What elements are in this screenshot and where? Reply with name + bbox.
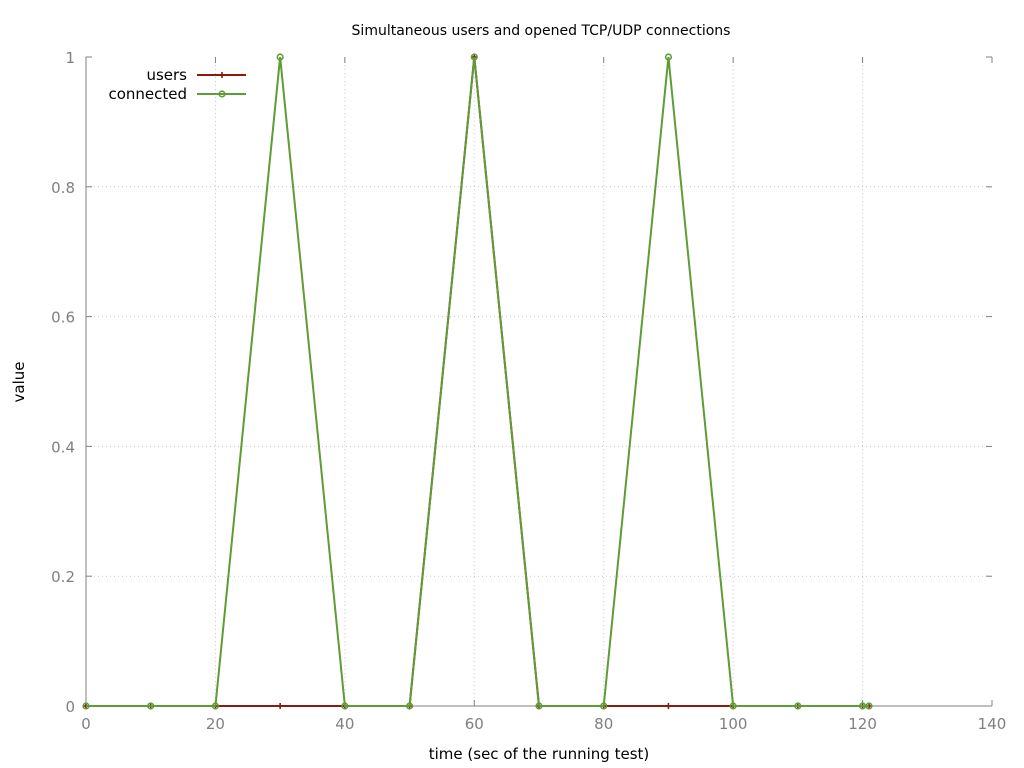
x-axis-ticks: 0 20 40 60 80 100 120 140	[81, 57, 1006, 733]
series-users	[83, 54, 873, 709]
y-tick-label: 0.8	[51, 179, 75, 197]
x-tick-label: 120	[848, 715, 877, 733]
legend-marker	[218, 90, 226, 98]
y-axis-label: value	[10, 362, 28, 403]
y-tick-label: 0.6	[51, 309, 75, 327]
data-point-connected	[147, 702, 155, 710]
data-point-connected	[276, 53, 284, 61]
x-tick-label: 0	[81, 715, 91, 733]
data-point-connected	[858, 702, 867, 710]
series-layer	[82, 53, 873, 710]
data-point-connected	[341, 702, 349, 710]
data-point-connected	[729, 702, 737, 710]
grid	[86, 57, 992, 706]
x-tick-label: 100	[719, 715, 748, 733]
data-point-connected	[211, 702, 220, 710]
y-tick-label: 0	[65, 698, 75, 716]
series-connected	[82, 53, 873, 710]
data-point-connected	[405, 702, 414, 710]
legend-label: connected	[108, 85, 187, 103]
y-axis-ticks: 0 0.2 0.4 0.6 0.8 1	[51, 49, 992, 716]
data-point-connected	[664, 53, 673, 61]
data-point-connected	[82, 702, 90, 710]
x-tick-label: 140	[978, 715, 1007, 733]
data-point-connected	[865, 702, 873, 710]
series-line-users	[86, 56, 870, 707]
y-tick-label: 1	[65, 49, 75, 67]
x-axis-label: time (sec of the running test)	[429, 745, 650, 763]
series-line-connected	[86, 56, 870, 707]
x-tick-label: 60	[465, 715, 484, 733]
legend-item-connected: connected	[108, 85, 246, 103]
x-tick-label: 80	[594, 715, 613, 733]
legend-item-users: users	[146, 66, 246, 84]
data-point-connected	[600, 702, 608, 710]
y-tick-label: 0.2	[51, 568, 75, 586]
chart-title: Simultaneous users and opened TCP/UDP co…	[352, 23, 731, 39]
x-tick-label: 20	[206, 715, 225, 733]
axes	[85, 57, 993, 707]
data-point-users	[665, 703, 672, 709]
data-point-users	[277, 703, 284, 709]
x-tick-label: 40	[335, 715, 354, 733]
data-point-connected	[794, 702, 802, 710]
legend-marker	[219, 72, 225, 78]
y-tick-label: 0.4	[51, 438, 75, 456]
legend-label: users	[146, 66, 187, 84]
data-point-connected	[535, 702, 543, 710]
data-point-connected	[470, 53, 478, 61]
